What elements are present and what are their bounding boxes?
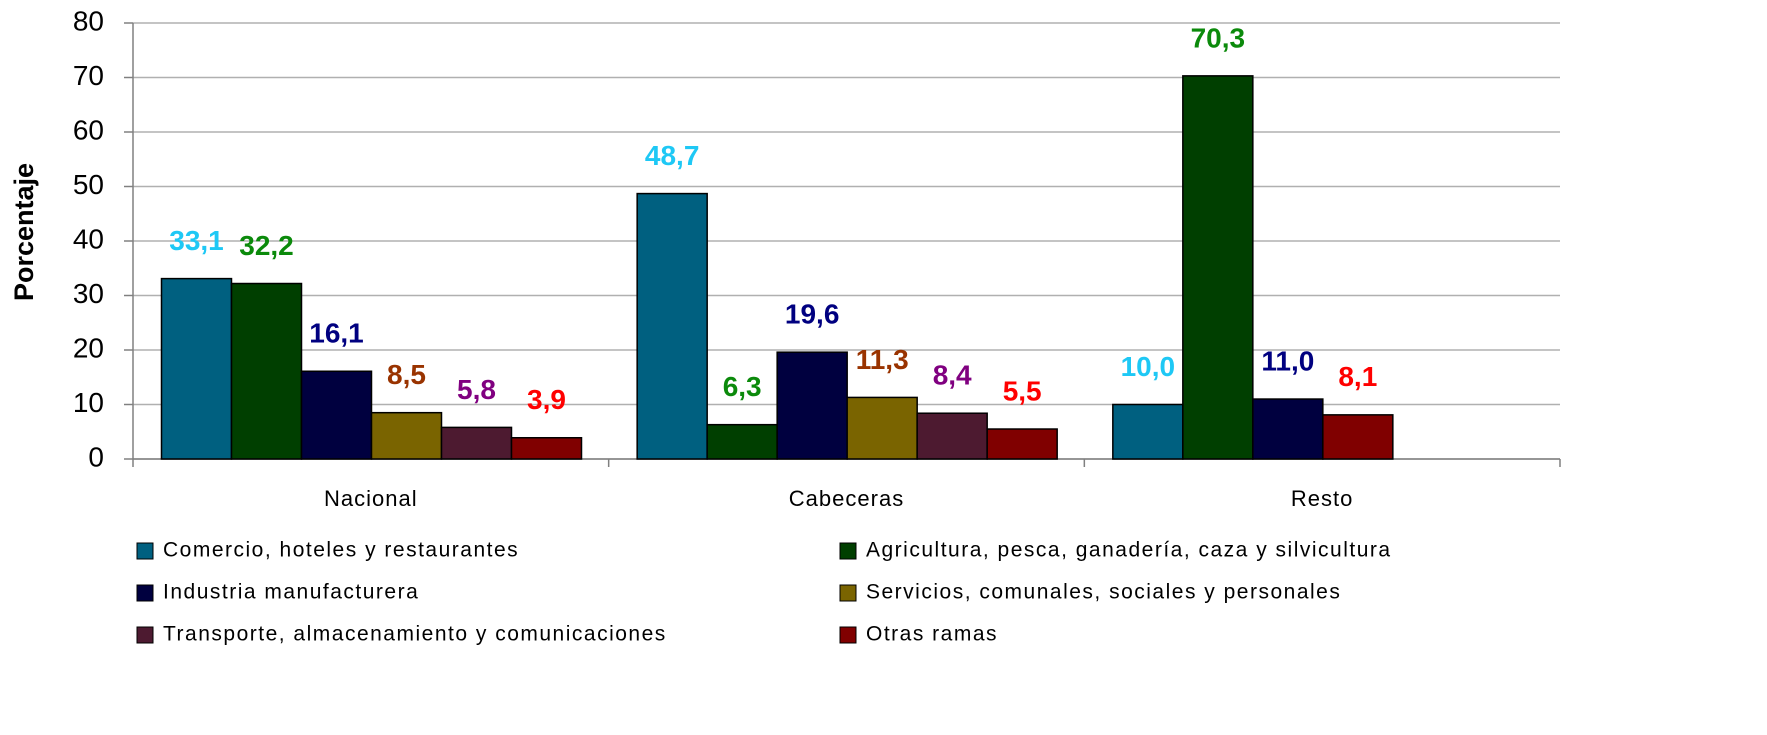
legend-label: Comercio, hoteles y restaurantes	[163, 539, 519, 562]
bar	[636, 192, 708, 460]
bar	[986, 428, 1058, 460]
legend-swatch	[839, 626, 857, 644]
value-label: 8,5	[387, 359, 426, 390]
value-label: 48,7	[645, 140, 700, 171]
legend-swatch	[839, 584, 857, 602]
value-label: 32,2	[239, 230, 294, 261]
legend-label: Industria manufacturera	[163, 581, 419, 604]
bar	[230, 282, 303, 460]
value-label: 33,1	[169, 225, 224, 256]
bar	[1322, 414, 1394, 460]
bar	[300, 370, 373, 460]
value-label: 11,3	[856, 344, 909, 375]
legend-swatch	[136, 542, 154, 560]
value-label: 19,6	[785, 299, 840, 330]
bar	[1112, 403, 1184, 460]
y-tick-label: 70	[73, 60, 104, 91]
value-label: 70,3	[1191, 22, 1246, 53]
y-tick-label: 30	[73, 278, 104, 309]
legend-label: Transporte, almacenamiento y comunicacio…	[163, 623, 667, 646]
value-label: 8,1	[1338, 361, 1377, 392]
y-tick-label: 80	[73, 5, 104, 36]
y-tick-label: 60	[73, 114, 104, 145]
value-label: 16,1	[309, 318, 364, 349]
x-tick-label: Resto	[1291, 486, 1353, 511]
y-tick-label: 0	[88, 441, 104, 472]
legend-label: Agricultura, pesca, ganadería, caza y si…	[866, 539, 1392, 562]
value-label: 5,5	[1003, 375, 1042, 406]
bar	[706, 423, 778, 460]
bar	[510, 436, 583, 460]
value-label: 6,3	[723, 371, 762, 402]
legend-label: Otras ramas	[866, 623, 998, 646]
y-axis-title: Porcentaje	[9, 163, 39, 301]
bar	[370, 411, 443, 460]
x-tick-label: Cabeceras	[789, 486, 904, 511]
bar	[440, 426, 513, 460]
value-label: 5,8	[457, 374, 496, 405]
bar	[160, 277, 233, 460]
bar	[846, 396, 918, 460]
legend-swatch	[136, 584, 154, 602]
legend-label: Servicios, comunales, sociales y persona…	[866, 581, 1341, 604]
legend-swatch	[839, 542, 857, 560]
x-tick-label: Nacional	[324, 486, 418, 511]
bar	[1182, 75, 1254, 460]
bar	[916, 412, 988, 460]
bar	[776, 351, 848, 460]
y-tick-label: 40	[73, 223, 104, 254]
value-label: 11,0	[1261, 345, 1314, 376]
value-label: 8,4	[933, 360, 972, 391]
y-tick-label: 10	[73, 387, 104, 418]
bar	[1252, 398, 1324, 460]
value-label: 10,0	[1121, 351, 1176, 382]
value-label: 3,9	[527, 384, 566, 415]
y-tick-label: 50	[73, 169, 104, 200]
y-tick-label: 20	[73, 332, 104, 363]
legend-swatch	[136, 626, 154, 644]
